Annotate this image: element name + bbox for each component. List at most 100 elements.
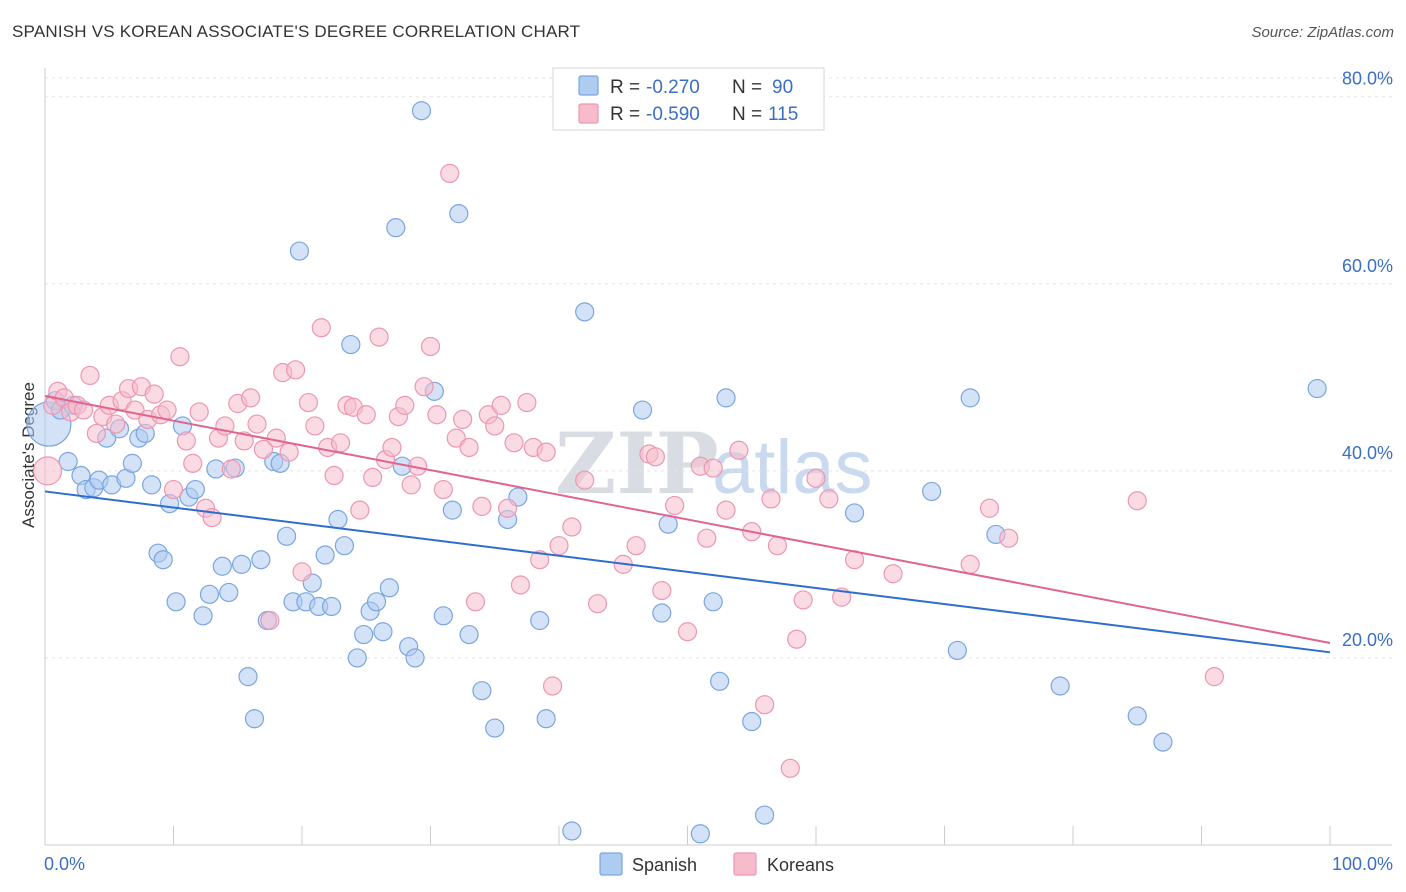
x-tick-label-max: 100.0%: [1332, 854, 1393, 874]
korean-point: [234, 431, 254, 451]
korean-point: [536, 442, 556, 462]
spanish-trend-line: [44, 490, 1331, 654]
korean-point: [401, 475, 421, 495]
korean-point: [260, 610, 280, 631]
spanish-point: [354, 624, 374, 645]
spanish-points: [26, 101, 1327, 844]
watermark-atlas: atlas: [712, 425, 873, 510]
korean-point: [241, 388, 261, 408]
korean-point: [106, 414, 126, 434]
korean-point: [504, 433, 524, 453]
korean-point: [465, 592, 486, 612]
spanish-point: [386, 218, 406, 238]
korean-point: [298, 392, 319, 413]
legend-r-value: -0.590: [646, 104, 700, 125]
spanish-point: [379, 578, 399, 598]
korean-point: [221, 459, 241, 479]
spanish-point: [1153, 732, 1173, 752]
korean-points: [32, 163, 1224, 778]
korean-point: [453, 409, 473, 430]
korean-point: [1204, 667, 1224, 687]
spanish-point: [449, 204, 469, 224]
spanish-point: [405, 648, 425, 668]
spanish-point: [276, 526, 297, 546]
spanish-point: [472, 681, 492, 701]
korean-point: [363, 467, 383, 488]
bottom-legend-swatch-koreans: [733, 852, 757, 876]
y-axis-label: Associate's Degree: [19, 382, 38, 528]
spanish-point: [485, 718, 505, 738]
spanish-point: [321, 596, 342, 617]
spanish-point: [411, 101, 432, 121]
korean-point: [427, 405, 447, 425]
korean-point: [440, 163, 460, 184]
korean-point: [761, 489, 781, 509]
trend-lines: [44, 395, 1331, 654]
korean-point: [819, 489, 839, 509]
korean-point: [645, 447, 665, 467]
korean-point: [420, 336, 441, 357]
korean-point: [485, 416, 505, 436]
korean-point: [414, 377, 434, 397]
spanish-point: [703, 592, 723, 612]
korean-point: [356, 405, 376, 425]
spanish-point: [844, 503, 865, 523]
korean-point: [787, 629, 807, 649]
spanish-point: [315, 545, 335, 565]
korean-point: [459, 437, 479, 458]
korean-point: [176, 431, 196, 451]
korean-point: [549, 536, 569, 556]
korean-point: [157, 400, 177, 420]
spanish-point: [459, 624, 479, 645]
chart-title: SPANISH VS KOREAN ASSOCIATE'S DEGREE COR…: [12, 22, 581, 41]
legend-n-label: N =: [732, 77, 767, 98]
legend-n-value: 90: [772, 77, 793, 98]
spanish-point: [199, 584, 220, 604]
korean-point: [266, 428, 286, 448]
spanish-point: [366, 592, 387, 612]
spanish-point: [328, 509, 348, 530]
spanish-point: [373, 622, 393, 642]
spanish-point: [185, 479, 205, 500]
korean-point: [626, 536, 646, 556]
legend-swatch-koreans: [578, 103, 599, 124]
legend-row-spanish: R = -0.270 N = 90: [610, 77, 793, 98]
korean-point: [587, 594, 608, 614]
spanish-point: [219, 582, 239, 603]
korean-point: [716, 500, 736, 520]
korean-point: [780, 758, 800, 778]
spanish-point: [238, 667, 258, 687]
korean-point: [575, 470, 595, 490]
korean-point: [144, 384, 164, 404]
series-legend: Spanish Koreans: [599, 852, 834, 876]
x-tick-label-min: 0.0%: [44, 854, 85, 874]
korean-point: [73, 400, 94, 420]
korean-point: [562, 517, 582, 537]
korean-point: [324, 465, 344, 486]
korean-point: [253, 439, 274, 459]
spanish-point: [922, 481, 942, 502]
spanish-point: [58, 451, 78, 472]
spanish-point: [754, 805, 775, 825]
korean-point: [979, 498, 1000, 518]
korean-point: [330, 433, 351, 453]
spanish-point: [1127, 706, 1147, 726]
spanish-point: [575, 302, 595, 322]
y-tick-label: 80.0%: [1342, 69, 1393, 89]
korean-point: [285, 360, 306, 380]
legend-swatch-spanish: [578, 75, 599, 96]
korean-point: [1127, 491, 1147, 511]
korean-point: [32, 456, 63, 486]
korean-point: [510, 575, 531, 595]
korean-point: [382, 437, 402, 458]
spanish-point: [562, 821, 582, 841]
spanish-point: [442, 500, 462, 520]
spanish-point: [652, 603, 672, 623]
legend-r-value: -0.270: [646, 77, 700, 98]
korean-point: [729, 440, 749, 460]
legend-r-label: R =: [610, 104, 645, 125]
korean-point: [652, 580, 672, 601]
korean-point: [446, 428, 466, 448]
legend-n-value: 115: [768, 104, 798, 125]
